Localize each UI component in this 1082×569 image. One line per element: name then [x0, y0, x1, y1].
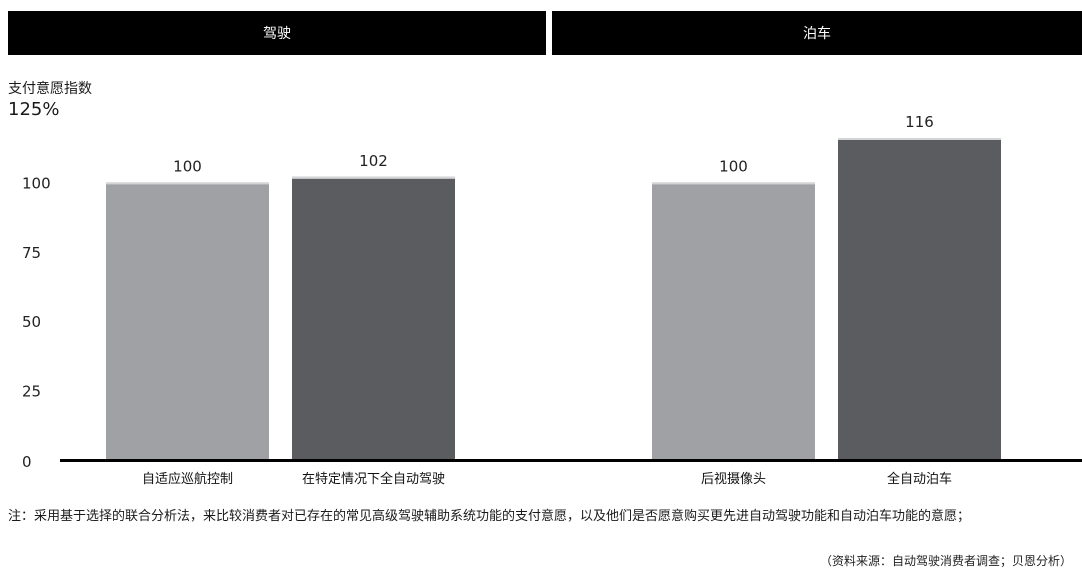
bar [292, 176, 455, 460]
bar-top-highlight [838, 137, 1001, 140]
source-note: （资料来源：自动驾驶消费者调查；贝恩分析） [819, 554, 1072, 568]
bar-value-label: 116 [905, 113, 934, 131]
bar-top-highlight [292, 176, 455, 179]
bar [652, 182, 815, 460]
section-header-driving: 驾驶 [8, 11, 546, 55]
category-label: 后视摄像头 [701, 472, 766, 487]
section-header-parking-label: 泊车 [803, 26, 831, 42]
category-label: 在特定情况下全自动驾驶 [302, 471, 445, 487]
bar-top-highlight [106, 182, 269, 185]
y-tick-label: 25 [22, 383, 41, 401]
bar-value-label: 102 [359, 152, 388, 170]
bar-top-highlight [652, 182, 815, 185]
y-axis-title: 支付意愿指数 [8, 81, 92, 97]
section-header-parking: 泊车 [552, 11, 1082, 55]
bar-chart: 0 25 50 75 100 100 自适应巡航控制 102 在特定情况下全自动驾驶 100 后视摄… [22, 113, 1082, 487]
bar-value-label: 100 [719, 157, 748, 175]
y-tick-label: 50 [22, 313, 41, 331]
footnote: 注：采用基于选择的联合分析法，来比较消费者对已存在的常见高级驾驶辅助系统功能的支… [8, 509, 971, 524]
category-label: 自适应巡航控制 [142, 471, 233, 487]
y-tick-label: 75 [22, 244, 41, 262]
bar-value-label: 100 [173, 157, 202, 175]
bar [838, 137, 1001, 460]
bar [106, 182, 269, 460]
category-label: 全自动泊车 [887, 471, 952, 487]
section-header-driving-label: 驾驶 [263, 26, 291, 42]
y-tick-label: 100 [22, 174, 51, 192]
y-tick-label: 0 [22, 453, 32, 471]
x-axis-line [60, 459, 1082, 462]
y-axis-max-label: 125% [8, 99, 60, 120]
